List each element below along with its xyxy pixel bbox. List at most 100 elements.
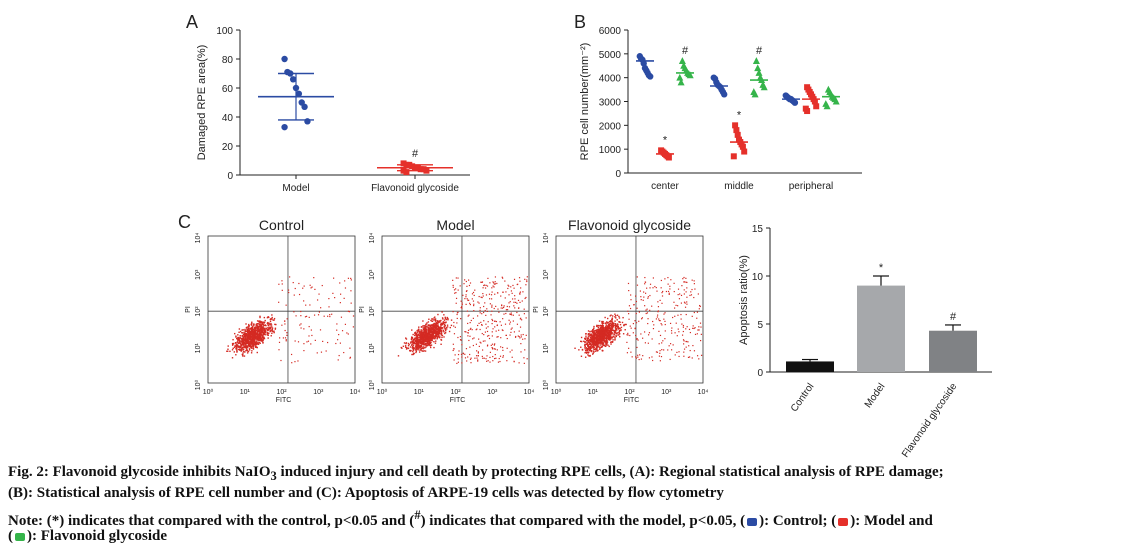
panel-c-dot — [273, 317, 276, 320]
panel-c-dot — [432, 333, 435, 336]
panel-c-dot — [594, 329, 597, 332]
panel-c-dot — [523, 313, 525, 315]
panel-c-dot — [248, 349, 251, 351]
panel-c-dot — [691, 288, 693, 291]
panel-c-dot — [309, 284, 311, 286]
panel-c-dot — [518, 335, 520, 338]
panel-b-x-tick-label: peripheral — [789, 181, 833, 192]
panel-c-dot — [491, 304, 493, 306]
panel-c-dot — [616, 329, 618, 331]
panel-c-dot — [603, 339, 605, 342]
panel-c-dot — [494, 320, 496, 322]
panel-c-dot — [434, 316, 436, 318]
panel-c-dot — [675, 304, 677, 306]
panel-c-dot — [606, 341, 609, 343]
panel-c-dot — [252, 343, 254, 346]
panel-c-dot — [247, 333, 249, 335]
panel-b-point — [832, 97, 840, 105]
panel-c-dot — [453, 321, 455, 324]
panel-c-dot — [509, 351, 511, 353]
panel-c-dot — [418, 351, 421, 353]
panel-c-dot — [605, 337, 607, 339]
panel-c-dot — [470, 319, 472, 322]
panel-c-dot — [259, 320, 261, 322]
panel-c-dot — [467, 299, 469, 301]
panel-c-dot — [511, 298, 514, 300]
panel-c-dot — [613, 333, 616, 335]
panel-c-dot — [683, 343, 685, 345]
panel-c-dot — [265, 324, 267, 327]
panel-c-dot — [588, 351, 590, 353]
panel-c-dot — [448, 330, 451, 333]
panel-c-dot — [595, 343, 597, 346]
panel-c-dot — [645, 309, 647, 311]
panel-c-dot — [433, 341, 435, 343]
panel-c-dot — [671, 349, 673, 351]
panel-c-dot — [491, 298, 493, 300]
panel-c-dot — [420, 338, 422, 340]
panel-c-dot — [616, 314, 619, 316]
panel-c-dot — [411, 337, 414, 339]
panel-c-dot — [236, 350, 238, 352]
panel-c-dot — [590, 346, 592, 348]
panel-c-dot — [585, 347, 588, 349]
panel-c-dot — [611, 321, 614, 324]
panel-c-dot — [649, 283, 652, 285]
panel-c-dot — [414, 340, 417, 343]
panel-c-dot — [427, 333, 430, 336]
panel-c-dot — [629, 325, 631, 327]
panel-c-dot — [346, 332, 348, 334]
panel-c-dot — [429, 327, 431, 330]
panel-c-dot — [589, 347, 591, 350]
panel-c-dot — [253, 329, 255, 331]
panel-c-dot — [598, 328, 601, 330]
panel-c-dot — [496, 336, 498, 338]
panel-c-dot — [487, 360, 489, 362]
panel-c-x-tick-label: 10⁴ — [350, 389, 361, 396]
panel-c-dot — [606, 328, 609, 330]
panel-c-dot — [420, 345, 423, 348]
panel-c-dot — [244, 330, 247, 333]
panel-c-dot — [600, 324, 603, 327]
panel-c-dot — [615, 331, 617, 333]
panel-c-dot — [416, 338, 419, 341]
panel-c-dot — [417, 346, 419, 349]
panel-c-dot — [685, 313, 687, 316]
panel-c-dot — [235, 342, 237, 344]
panel-c-dot — [608, 329, 610, 332]
panel-c-dot — [635, 334, 637, 337]
panel-c-dot — [634, 320, 636, 322]
panel-c-dot — [271, 330, 274, 332]
panel-c-dot — [419, 332, 421, 334]
panel-c-dot — [471, 329, 473, 331]
panel-c-dot — [415, 341, 418, 344]
panel-c-dot — [487, 277, 489, 279]
panel-c-dot — [472, 317, 474, 319]
panel-c-dot — [495, 305, 497, 307]
panel-c-dot — [252, 325, 254, 328]
panel-c-dot — [249, 343, 251, 345]
panel-c-dot — [477, 360, 479, 362]
panel-c-dot — [632, 322, 635, 325]
panel-c-dot — [656, 314, 659, 316]
panel-c-dot — [469, 346, 471, 348]
panel-c-dot — [502, 356, 504, 358]
panel-c-dot — [254, 329, 257, 332]
panel-c-dot — [250, 345, 253, 348]
panel-c-dot — [602, 338, 604, 341]
panel-c-dot — [265, 327, 268, 330]
panel-c-dot — [440, 339, 443, 341]
panel-c-dot — [417, 340, 420, 343]
panel-c-dot — [256, 330, 259, 332]
panel-c-dot — [498, 329, 500, 331]
panel-c-dot — [406, 347, 408, 349]
panel-c-dot — [226, 350, 228, 352]
panel-c-dot — [263, 337, 266, 340]
panel-c-dot — [258, 335, 260, 338]
panel-c-dot — [593, 332, 595, 335]
caption-line-1: Fig. 2: Flavonoid glycoside inhibits NaI… — [8, 464, 944, 483]
panel-c-dot — [504, 280, 506, 282]
panel-c-dot — [415, 351, 417, 354]
panel-c-dot — [452, 343, 454, 345]
panel-c-dot — [436, 331, 438, 334]
